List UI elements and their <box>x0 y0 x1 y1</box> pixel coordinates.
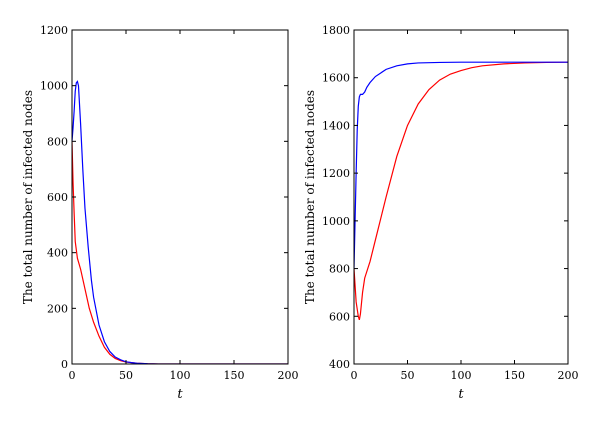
y-tick-label: 800 <box>47 135 68 148</box>
x-tick-label: 0 <box>69 369 76 382</box>
x-tick-label: 50 <box>401 369 415 382</box>
y-tick-label: 1200 <box>40 24 68 37</box>
y-tick-label: 400 <box>329 358 350 371</box>
y-tick-label: 600 <box>329 310 350 323</box>
y-tick-label: 400 <box>47 247 68 260</box>
y-tick-label: 800 <box>329 263 350 276</box>
y-tick-label: 1000 <box>322 215 350 228</box>
y-tick-label: 1600 <box>322 72 350 85</box>
x-axis-label: t <box>177 387 183 402</box>
y-tick-label: 600 <box>47 191 68 204</box>
plot-frame <box>71 29 289 365</box>
x-tick-label: 100 <box>451 369 472 382</box>
y-tick-label: 1000 <box>40 80 68 93</box>
y-tick-label: 1400 <box>322 119 350 132</box>
series-line-1 <box>354 61 568 269</box>
x-tick-label: 0 <box>351 369 358 382</box>
chart-right: 0 50 100 150 200 400 600 800 1000 1200 1400 1600 180… <box>303 24 579 402</box>
x-tick-label: 100 <box>170 369 191 382</box>
y-tick-label: 1800 <box>322 24 350 37</box>
y-tick-label: 200 <box>47 302 68 315</box>
x-tick-label: 200 <box>278 369 299 382</box>
y-axis-label: The total number of infected nodes <box>303 90 317 304</box>
y-axis-label: The total number of infected nodes <box>21 90 35 304</box>
x-tick-label: 150 <box>224 369 245 382</box>
x-axis-label: t <box>458 387 464 402</box>
x-tick-label: 200 <box>558 369 579 382</box>
series-line-0 <box>72 141 288 364</box>
series-line-0 <box>354 61 568 321</box>
chart-left: 0 50 100 150 200 0 200 400 600 800 1000 1200 t The to… <box>21 24 299 402</box>
x-tick-label: 150 <box>504 369 525 382</box>
x-tick-label: 50 <box>119 369 133 382</box>
y-tick-label: 1200 <box>322 167 350 180</box>
y-tick-label: 0 <box>61 358 68 371</box>
series-line-1 <box>72 80 288 364</box>
